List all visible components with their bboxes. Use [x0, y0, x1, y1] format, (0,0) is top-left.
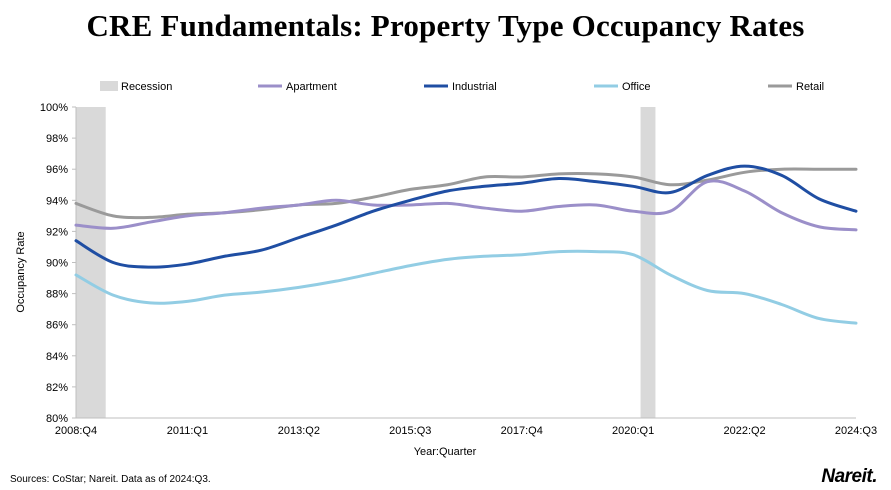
y-axis-label: Occupancy Rate [15, 231, 27, 312]
x-tick-label: 2020:Q1 [612, 425, 654, 437]
x-tick-label: 2015:Q3 [389, 425, 431, 437]
recession-band [76, 107, 106, 418]
legend-label-retail: Retail [796, 81, 824, 93]
axes: 80% 82% 84% 86% 88% 90% 92% 94% 96% 98% 100% 2008:Q… [40, 102, 877, 437]
series-lines [74, 164, 858, 325]
legend: Recession Apartment Industrial Office Retail [100, 81, 824, 93]
legend-label-industrial: Industrial [452, 81, 497, 93]
y-tick-label: 90% [46, 258, 68, 270]
y-tick-label: 92% [46, 226, 68, 238]
series-line-retail [74, 167, 858, 220]
series-line-office [74, 249, 858, 325]
source-note: Sources: CoStar; Nareit. Data as of 2024… [10, 474, 211, 485]
x-tick-label: 2013:Q2 [278, 425, 320, 437]
y-tick-label: 100% [40, 102, 68, 114]
x-tick-label: 2008:Q4 [55, 425, 97, 437]
legend-label-office: Office [622, 81, 651, 93]
legend-swatch-recession [100, 81, 118, 91]
x-tick-label: 2024:Q3 [835, 425, 877, 437]
y-tick-label: 80% [46, 413, 68, 425]
x-tick-label: 2022:Q2 [723, 425, 765, 437]
nareit-logo: Nareit. [821, 466, 877, 487]
y-tick-label: 86% [46, 320, 68, 332]
y-tick-label: 98% [46, 133, 68, 145]
x-tick-label: 2017:Q4 [501, 425, 543, 437]
legend-label-apartment: Apartment [286, 81, 337, 93]
y-tick-label: 82% [46, 382, 68, 394]
chart-title: CRE Fundamentals: Property Type Occupanc… [86, 8, 805, 43]
legend-label-recession: Recession [121, 81, 172, 93]
y-tick-label: 94% [46, 195, 68, 207]
x-tick-label: 2011:Q1 [167, 425, 208, 437]
x-axis-label: Year:Quarter [414, 446, 477, 458]
y-tick-label: 96% [46, 164, 68, 176]
y-tick-label: 84% [46, 351, 68, 363]
y-tick-label: 88% [46, 289, 68, 301]
recession-bands [76, 107, 656, 418]
series-line-industrial [74, 164, 858, 269]
series-line-apartment [74, 179, 858, 232]
